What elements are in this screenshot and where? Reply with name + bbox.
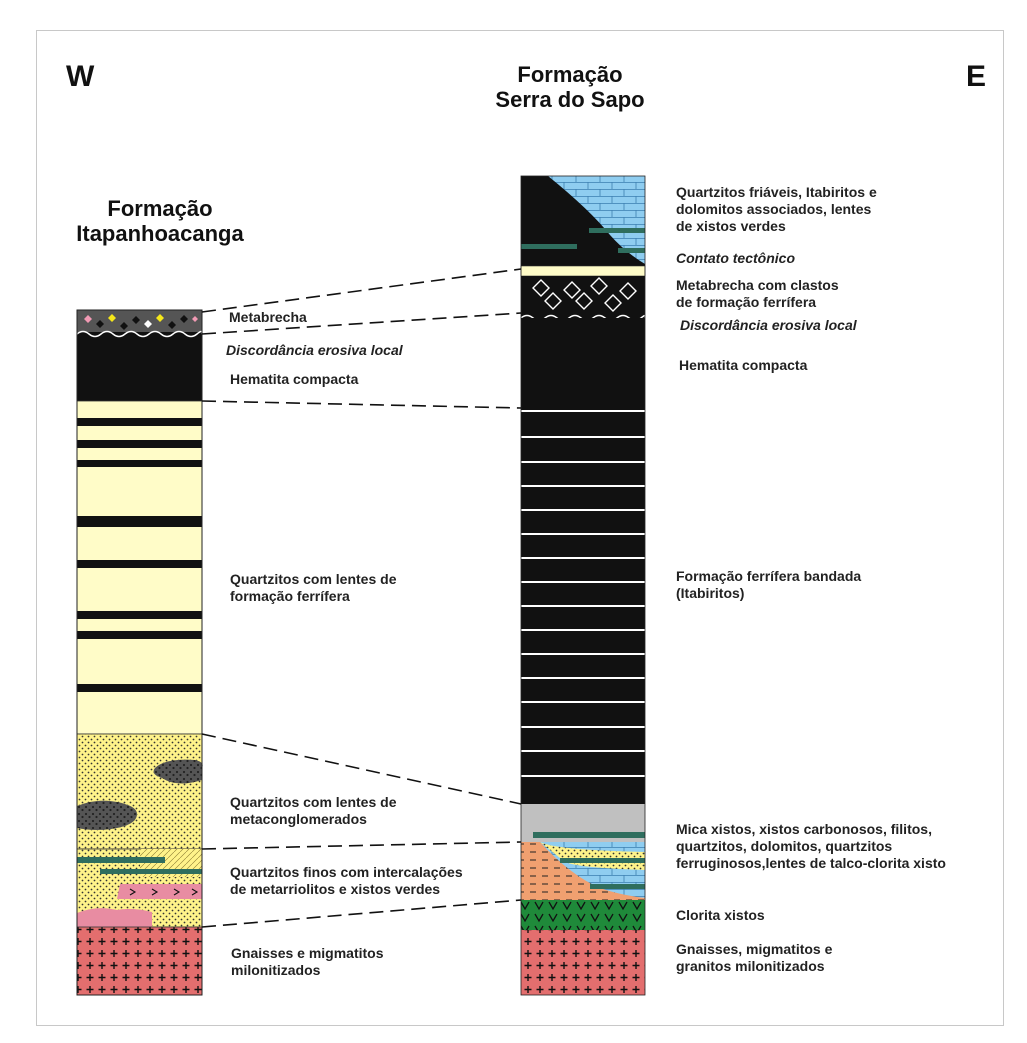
west-gneiss-layer <box>76 926 203 996</box>
east-column <box>520 175 647 996</box>
west-column <box>76 309 203 996</box>
east-metabreccia-layer <box>521 276 645 318</box>
west-greenschist-lens <box>77 857 165 863</box>
west-iron-lenses <box>77 418 202 692</box>
east-iron-bands <box>521 410 645 777</box>
east-tectonic-contact-layer <box>520 265 646 277</box>
west-hematite-layer <box>77 332 202 401</box>
east-tectonic-wedge <box>521 176 645 266</box>
east-formation-title: Formação Serra do Sapo <box>495 62 645 112</box>
west-conglomerate-lens-2 <box>77 800 137 830</box>
east-banded-iron-layer <box>521 318 645 804</box>
label-east-contato: Contato tectônico <box>676 250 795 266</box>
east-breccia-clasts <box>532 277 637 312</box>
label-west-hematita: Hematita compacta <box>230 371 359 387</box>
label-east-clorita: Clorita xistos <box>676 907 765 923</box>
west-conglomerate-lens-1 <box>153 759 203 784</box>
label-east-metabrecha: Metabrecha com clastos de formação ferrí… <box>676 277 839 310</box>
west-quartzite-conglomerate-layer <box>76 733 203 850</box>
correlation-lines <box>201 268 522 928</box>
label-east-quartzitos-friaveis: Quartzitos friáveis, Itabiritos e dolomi… <box>676 184 877 234</box>
west-breccia-clasts <box>84 314 198 330</box>
label-east-formacao-bandada: Formação ferrífera bandada (Itabiritos) <box>676 568 862 601</box>
label-west-gnaisses: Gnaisses e migmatitos milonitizados <box>231 945 384 978</box>
figure-frame <box>36 30 1004 1026</box>
west-direction-label: W <box>66 60 95 93</box>
label-west-metabrecha: Metabrecha <box>229 309 307 325</box>
label-west-quartzitos-meta: Quartzitos com lentes de metaconglomerad… <box>230 794 397 827</box>
east-direction-label: E <box>966 60 987 93</box>
east-chlorite-layer <box>521 900 645 930</box>
label-east-hematita: Hematita compacta <box>679 357 808 373</box>
west-erosive-unconformity <box>76 330 203 338</box>
east-gneiss-layer <box>521 930 645 995</box>
label-west-discordancia: Discordância erosiva local <box>226 342 403 358</box>
label-west-quartzitos-finos: Quartzitos finos com intercalações de me… <box>230 864 463 897</box>
label-east-gnaisses: Gnaisses, migmatitos e granitos miloniti… <box>676 941 833 974</box>
east-mica-wedge <box>521 842 645 900</box>
west-metarhyolite-lens <box>117 884 202 899</box>
east-grey-layer <box>521 804 645 826</box>
label-east-discordancia: Discordância erosiva local <box>680 317 857 333</box>
label-west-quartzitos-ff: Quartzitos com lentes de formação ferríf… <box>230 571 397 604</box>
west-formation-title: Formação Itapanhoacanga <box>76 196 244 246</box>
label-east-mica-xistos: Mica xistos, xistos carbonosos, filitos,… <box>676 821 946 871</box>
